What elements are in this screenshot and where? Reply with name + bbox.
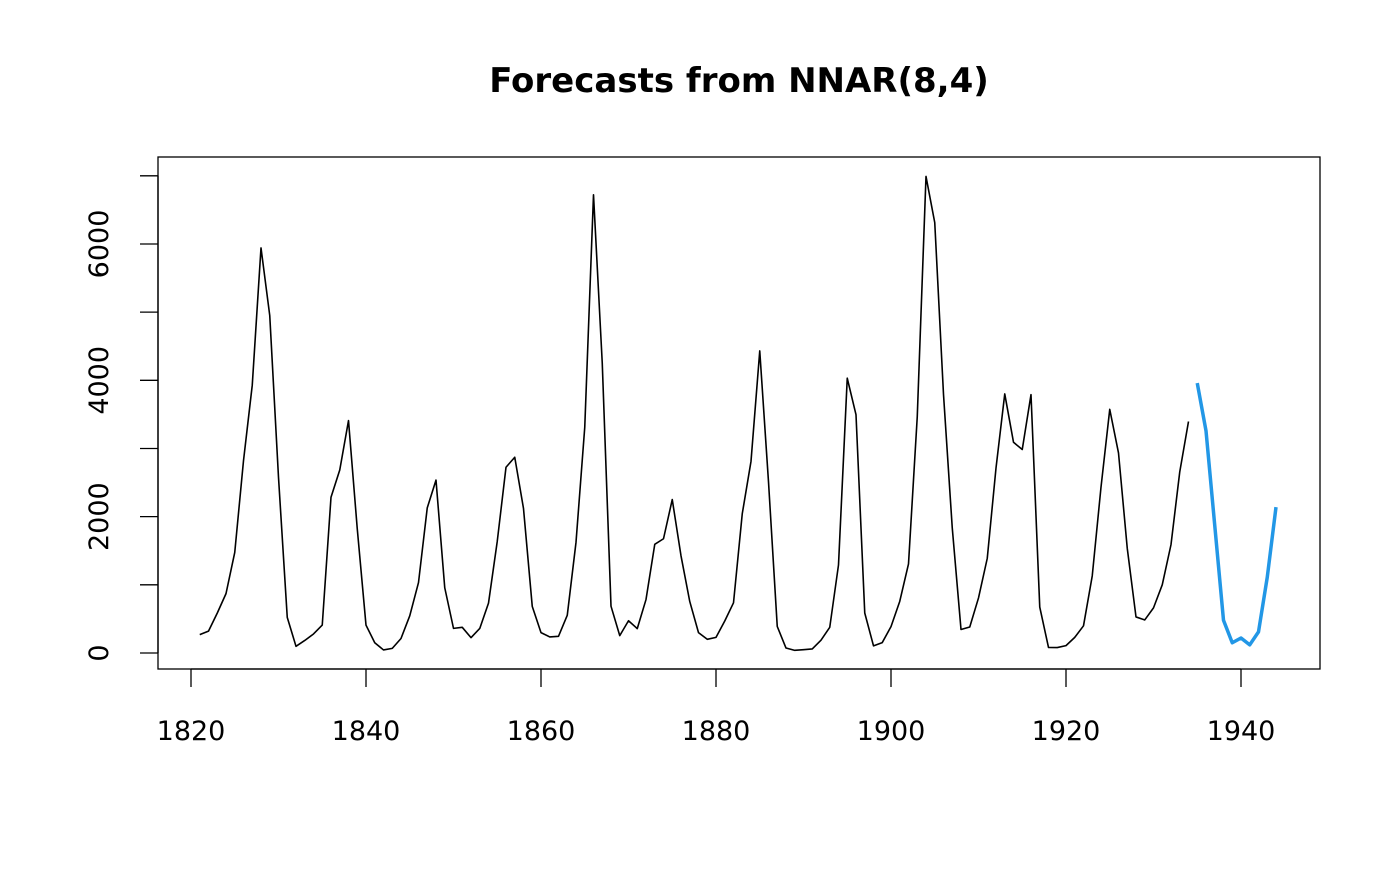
y-tick-label: 0 <box>84 644 115 661</box>
x-tick-label: 1840 <box>332 716 401 747</box>
x-tick-label: 1900 <box>857 716 926 747</box>
y-tick-label: 4000 <box>84 346 115 415</box>
y-tick-label: 2000 <box>84 482 115 551</box>
y-tick-label: 6000 <box>84 210 115 279</box>
x-tick-label: 1880 <box>682 716 751 747</box>
observed-series-line <box>199 175 1190 652</box>
plot-frame <box>157 156 1321 670</box>
chart-title: Forecasts from NNAR(8,4) <box>489 61 989 101</box>
forecast-series-line <box>1195 382 1278 647</box>
x-tick-label: 1820 <box>157 716 226 747</box>
x-tick-label: 1940 <box>1207 716 1276 747</box>
x-tick-label: 1860 <box>507 716 576 747</box>
x-tick-label: 1920 <box>1032 716 1101 747</box>
